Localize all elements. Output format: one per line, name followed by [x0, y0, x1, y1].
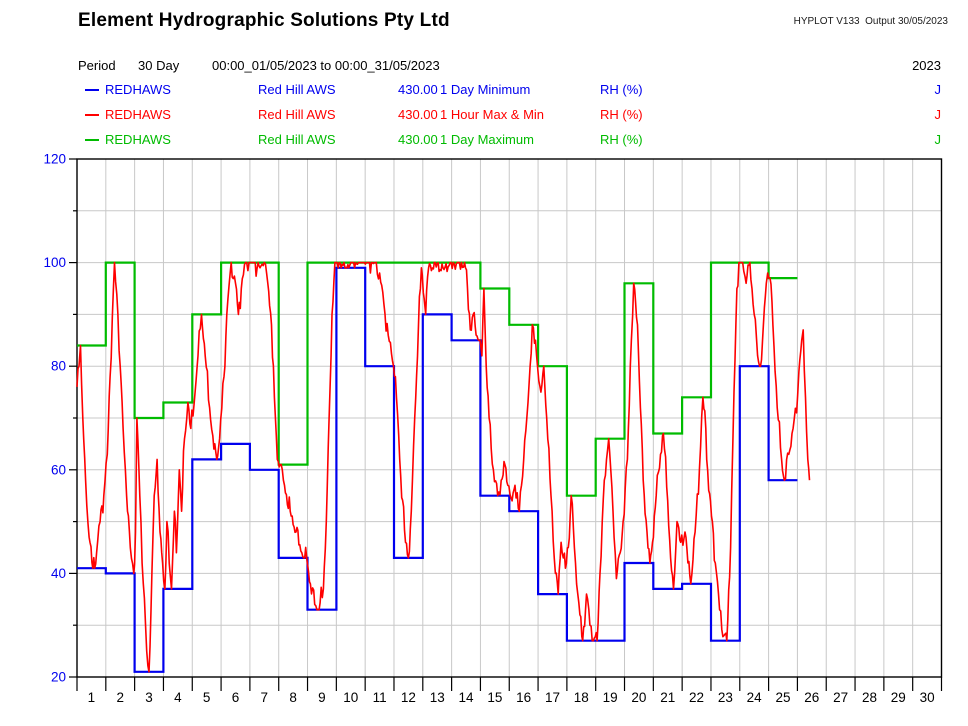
- day-label: 24: [747, 690, 763, 705]
- y-axis-label: 80: [51, 359, 66, 374]
- legend-unit: RH (%): [600, 82, 643, 97]
- day-label: 18: [574, 690, 589, 705]
- day-label: 13: [430, 690, 445, 705]
- period-duration: 30 Day: [138, 58, 180, 73]
- day-label: 28: [862, 690, 877, 705]
- day-label: 4: [174, 690, 182, 705]
- day-label: 23: [718, 690, 733, 705]
- legend-quality-code: J: [934, 132, 942, 147]
- legend-station: REDHAWS: [105, 82, 171, 97]
- day-maximum-line: [77, 261, 798, 497]
- legend-trace-type: 1 Day Minimum: [440, 82, 531, 97]
- day-label: 14: [459, 690, 475, 705]
- y-axis-label: 40: [51, 566, 66, 581]
- legend-row-day-maximum: REDHAWS Red Hill AWS 430.00 1 Day Maximu…: [0, 132, 968, 149]
- legend-quality-code: J: [934, 107, 942, 122]
- day-label: 3: [145, 690, 153, 705]
- legend-unit: RH (%): [600, 132, 643, 147]
- day-label: 26: [804, 690, 819, 705]
- day-label: 10: [343, 690, 358, 705]
- legend-station-number: 430.00: [398, 107, 438, 122]
- legend-quality-code: J: [934, 82, 942, 97]
- blue-line-swatch-icon: [85, 89, 99, 91]
- legend-trace-type: 1 Hour Max & Min: [440, 107, 545, 122]
- hourly-max-min-line: [76, 261, 811, 673]
- day-label: 1: [88, 690, 96, 705]
- y-axis-label: 100: [43, 255, 66, 270]
- day-label: 17: [545, 690, 560, 705]
- day-label: 7: [261, 690, 269, 705]
- legend-row-day-minimum: REDHAWS Red Hill AWS 430.00 1 Day Minimu…: [0, 82, 968, 99]
- green-line-swatch-icon: [85, 139, 99, 141]
- legend-station: REDHAWS: [105, 132, 171, 147]
- day-minimum-line: [77, 266, 798, 673]
- y-axis-label: 60: [51, 462, 66, 477]
- day-label: 22: [689, 690, 704, 705]
- day-label: 9: [318, 690, 326, 705]
- y-axis-label: 120: [43, 152, 66, 167]
- legend-station: REDHAWS: [105, 107, 171, 122]
- day-label: 19: [603, 690, 618, 705]
- day-label: 2: [116, 690, 124, 705]
- day-label: 27: [833, 690, 848, 705]
- legend-trace-type: 1 Day Maximum: [440, 132, 534, 147]
- legend-site: Red Hill AWS: [258, 132, 336, 147]
- day-label: 20: [631, 690, 646, 705]
- legend-station-number: 430.00: [398, 82, 438, 97]
- legend-site: Red Hill AWS: [258, 82, 336, 97]
- day-label: 29: [891, 690, 906, 705]
- period-date-range: 00:00_01/05/2023 to 00:00_31/05/2023: [212, 58, 440, 73]
- legend-station-number: 430.00: [398, 132, 438, 147]
- page-title: Element Hydrographic Solutions Pty Ltd: [78, 10, 450, 31]
- day-label: 8: [289, 690, 297, 705]
- day-label: 21: [660, 690, 675, 705]
- day-label: 25: [775, 690, 790, 705]
- day-label: 12: [401, 690, 416, 705]
- red-line-swatch-icon: [85, 114, 99, 116]
- period-row: Period 30 Day 00:00_01/05/2023 to 00:00_…: [0, 58, 968, 74]
- day-label: 5: [203, 690, 211, 705]
- day-label: 6: [232, 690, 240, 705]
- day-label: 11: [373, 690, 387, 705]
- y-axis-label: 20: [51, 670, 66, 685]
- legend-site: Red Hill AWS: [258, 107, 336, 122]
- legend-row-hour-max-min: REDHAWS Red Hill AWS 430.00 1 Hour Max &…: [0, 107, 968, 124]
- day-label: 30: [920, 690, 935, 705]
- legend-unit: RH (%): [600, 107, 643, 122]
- period-year: 2023: [912, 58, 941, 73]
- day-label: 16: [516, 690, 531, 705]
- period-label: Period: [78, 58, 116, 73]
- hyplot-version-meta: HYPLOT V133 Output 30/05/2023: [793, 16, 948, 27]
- day-label: 15: [487, 690, 502, 705]
